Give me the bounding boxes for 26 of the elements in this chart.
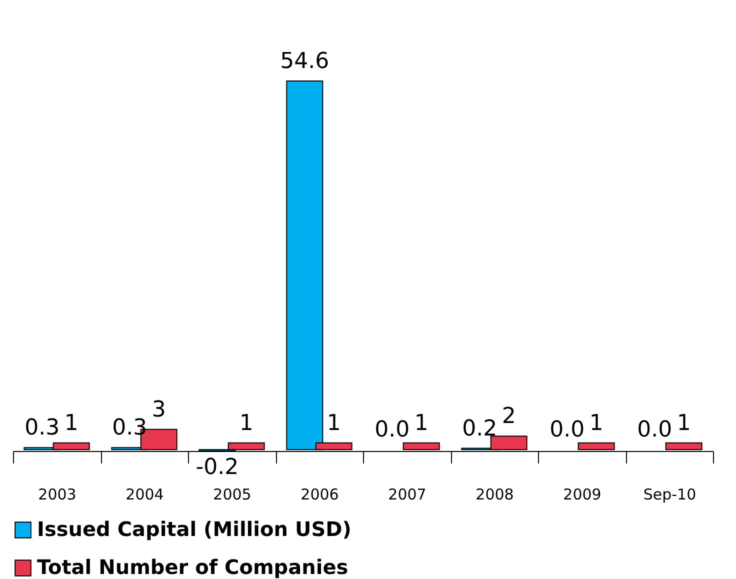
- data-label: 0.3: [112, 416, 148, 441]
- x-tick-label: 2009: [563, 486, 602, 504]
- data-label: 1: [676, 410, 691, 436]
- x-tick-label: 2007: [388, 486, 426, 504]
- data-label: 54.6: [280, 49, 330, 74]
- legend-label: Issued Capital (Million USD): [37, 517, 352, 541]
- data-label: 0.3: [24, 416, 60, 441]
- data-label: 1: [64, 410, 78, 436]
- x-tick-label: 2008: [476, 486, 514, 504]
- data-label: 0.0: [374, 418, 410, 443]
- data-label: 2: [502, 404, 516, 430]
- x-tick-label: 2005: [213, 486, 252, 504]
- data-label: 1: [589, 410, 604, 436]
- data-label: 0.0: [637, 418, 672, 443]
- data-label: -0.2: [196, 455, 239, 480]
- data-label: 1: [326, 410, 341, 436]
- data-label: 1: [414, 410, 428, 436]
- legend-label: Total Number of Companies: [37, 555, 348, 579]
- data-label: 1: [239, 410, 254, 436]
- data-label: 0.0: [550, 418, 585, 443]
- x-tick-label: 2004: [126, 486, 164, 504]
- x-tick-label: 2003: [38, 486, 76, 504]
- data-label: 0.2: [462, 416, 498, 442]
- x-tick-label: 2006: [300, 486, 339, 504]
- data-label: 3: [152, 397, 166, 422]
- x-tick-label: Sep-10: [643, 486, 696, 504]
